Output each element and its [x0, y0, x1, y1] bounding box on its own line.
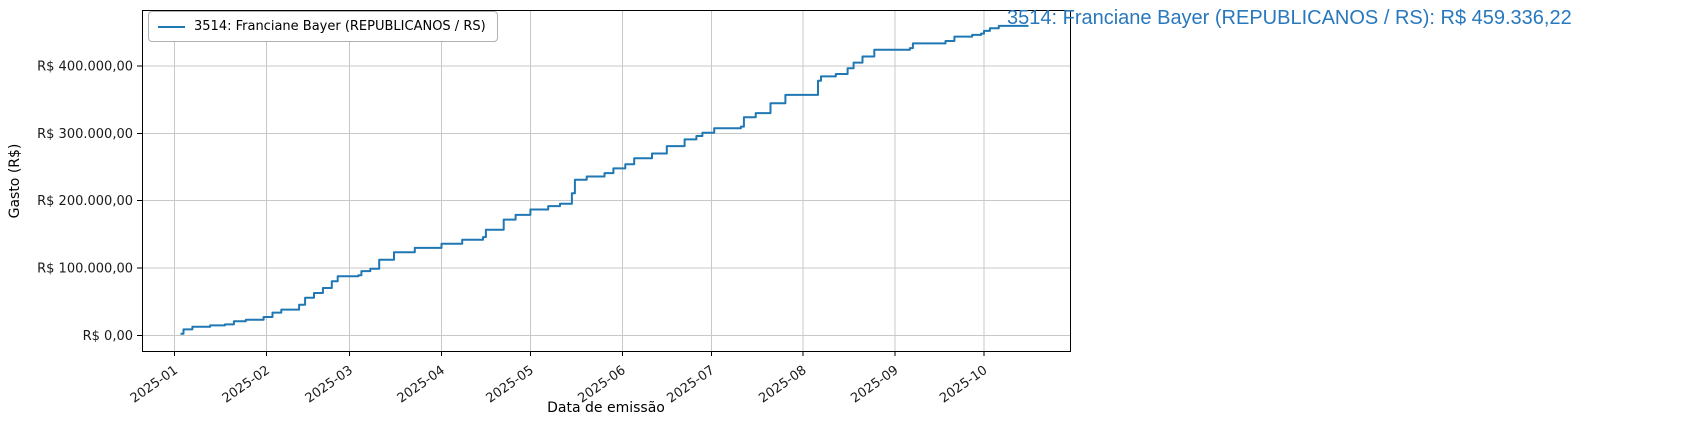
plot-border [142, 10, 1071, 352]
y-tick-label: R$ 300.000,00 [37, 127, 133, 142]
summary-text: 3514: Franciane Bayer (REPUBLICANOS / RS… [1007, 7, 1572, 29]
expense-series-line [180, 24, 1029, 335]
y-tick-label: R$ 100.000,00 [37, 262, 133, 277]
y-tick-label: R$ 200.000,00 [37, 194, 133, 209]
x-axis-title: Data de emissão [547, 400, 665, 416]
y-tick-label: R$ 400.000,00 [37, 59, 133, 74]
legend-line-sample-icon [158, 25, 185, 28]
y-axis-title: Gasto (R$) [7, 143, 23, 219]
chart-legend: 3514: Franciane Bayer (REPUBLICANOS / RS… [148, 11, 498, 42]
legend-label: 3514: Franciane Bayer (REPUBLICANOS / RS… [194, 19, 486, 34]
y-tick-label: R$ 0,00 [83, 329, 133, 344]
